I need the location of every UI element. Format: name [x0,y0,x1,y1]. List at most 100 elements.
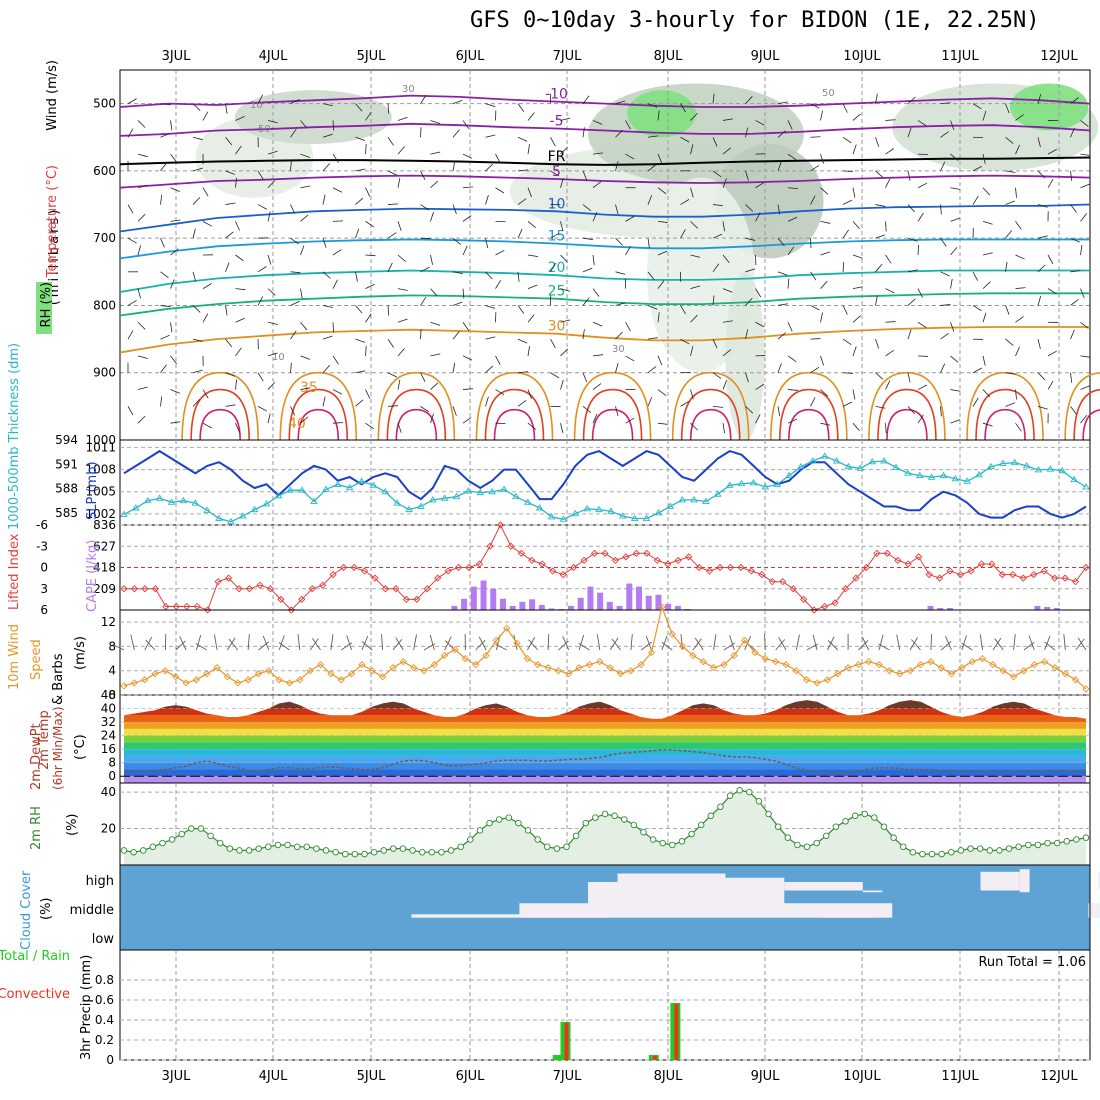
wind-barb [852,144,857,155]
wind-barb [365,187,371,197]
thickness-point [1022,462,1031,469]
wind-barb [1037,338,1041,349]
wind-barb [381,634,384,651]
cape-bar [1034,605,1041,610]
lifted-index-point [204,606,212,614]
wind-speed-point [492,636,501,644]
wind-barb [680,305,686,315]
wind-barb [1015,316,1024,323]
wind-barb [861,636,870,651]
wind-speed-point [865,657,873,666]
wind-barb [430,254,433,265]
rh-point [611,812,618,820]
thickness-point [298,486,306,493]
wind-speed-point [1040,657,1049,666]
rh-point [447,847,455,854]
lifted-index-point [381,585,390,593]
wind-barb [647,103,658,108]
wind-barb [1080,213,1087,222]
temp-tick-label: 0 [108,769,116,783]
wind-barb [225,137,233,146]
precip-convective-bar [652,1056,657,1060]
lifted-index-point [747,567,756,575]
rh-point [928,850,936,858]
precip-tick-label: 0.4 [95,1013,114,1027]
date-label-bottom: 6JUL [456,1069,486,1084]
wind-barb [842,261,845,272]
rh-point [919,850,926,858]
slp-axis-label: SLP (mb) [85,461,100,520]
wind-barb [170,219,181,222]
wind-speed-point [461,654,469,663]
wind-barb [885,178,891,188]
wind-tick-label: 0 [108,688,116,702]
surface-temperature-lobe [1073,389,1100,441]
wind-barb [1070,270,1081,273]
wind-barb [267,180,276,189]
wind-barb [213,634,218,651]
wind-speed-point [772,657,780,666]
cape-bar [538,604,545,610]
wind-barb [950,355,959,363]
lifted-index-point [454,563,463,572]
wind-barb [365,283,375,289]
cape-bar [548,608,555,610]
lifted-index-point [841,585,850,593]
wind-barb [560,379,564,390]
wind-barb [387,232,397,239]
wind-barb [722,118,733,121]
wind-barb [972,367,983,374]
wind-barb [745,96,753,104]
lifted-index-point [862,563,871,572]
wind-barb [810,397,816,407]
surface-temperature-lobe [680,388,741,441]
wind-barb [137,120,146,128]
wind-barb [420,266,430,273]
wind-barb [582,237,593,240]
thickness-point [797,462,805,470]
thickness-point [904,469,912,476]
wind-barb [950,187,961,190]
wind-barb [592,152,603,155]
wind-barb [527,284,538,290]
wind-barb [940,406,942,417]
wind-barb [592,212,598,222]
lifted-index-point [977,560,986,568]
wind-barb [1037,137,1041,148]
wind-barb [192,136,203,141]
lifted-index-point [852,574,860,582]
surface-temperature-lobe [297,408,340,441]
wind-barb [322,133,333,138]
wind-barb [680,199,690,205]
rh-point [409,847,416,854]
wind-barb [452,331,460,340]
surface-temperature-lobe [377,371,456,441]
thickness-point [583,504,591,512]
rh-point [476,827,484,834]
wind-speed-point [947,670,956,678]
wind-barb [144,636,153,651]
wind-speed-point [854,661,863,669]
thickness-tick-label: 585 [55,506,78,520]
wind-barb [722,221,725,232]
wind-barb [452,129,460,138]
wind-barb [820,312,823,323]
surface-temperature-lobe [591,408,634,441]
wind-barb [907,237,918,242]
temperature-color-bands [124,700,1086,783]
lifted-index-point [549,567,557,575]
rh-contour-label: 10 [250,100,263,111]
wind-barb [712,372,722,379]
wind-speed-point [647,648,656,657]
thickness-point [333,480,342,487]
wind-barb [300,387,311,390]
wind-barb [297,634,301,651]
rh-point [322,847,330,854]
wind-barb [777,303,788,306]
wind-speed-point [1030,661,1038,669]
wind-barb [430,288,438,297]
wind-barb [322,335,333,340]
wind-barb [485,336,496,340]
wind-barb [810,338,821,340]
thickness-point [607,507,615,514]
